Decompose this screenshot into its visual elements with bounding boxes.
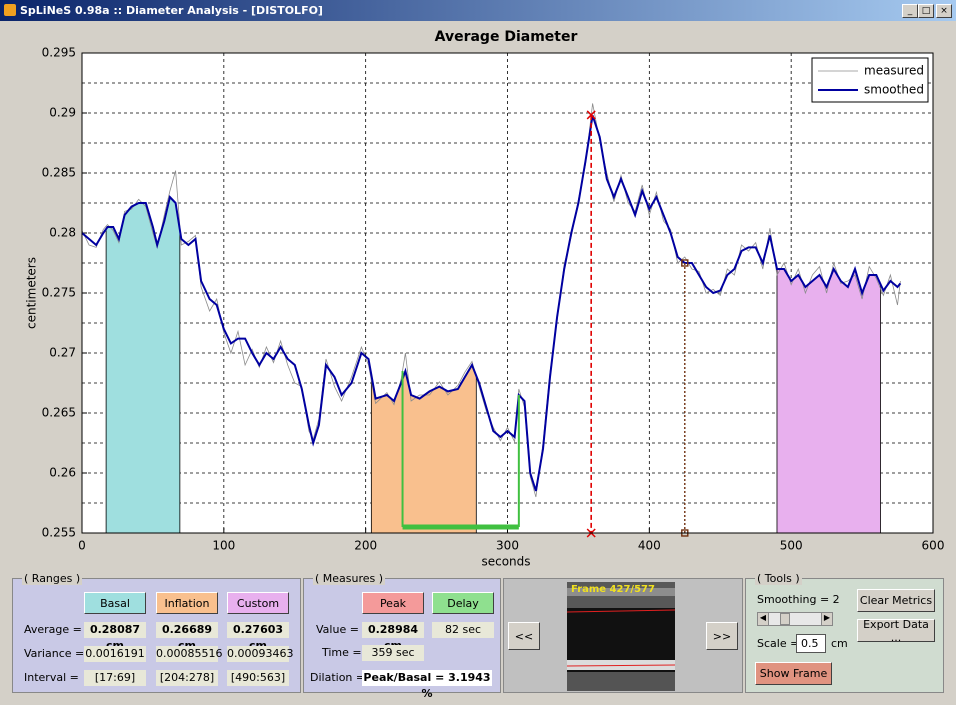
next-button[interactable]: >> (706, 622, 738, 650)
range-button[interactable]: Basal (84, 592, 146, 614)
panel-title: ( Ranges ) (22, 572, 83, 585)
delay-button[interactable]: Delay (432, 592, 494, 614)
frame-label: Frame 427/577 (571, 584, 655, 595)
interval-value: [204:278] (156, 670, 218, 686)
row-label: Average = (24, 623, 82, 636)
prev-button[interactable]: << (508, 622, 540, 650)
chart-title: Average Diameter (435, 29, 578, 45)
smoothing-label: Smoothing = 2 (757, 593, 840, 606)
legend-box (811, 57, 929, 103)
average-value: 0.28087 cm (84, 622, 146, 652)
smoothing-slider[interactable]: ◀ ▶ (757, 612, 833, 626)
x-tick-label: 200 (354, 539, 377, 553)
peak-cross (586, 110, 596, 120)
close-button[interactable]: × (936, 4, 952, 18)
x-tick-label: 100 (212, 539, 235, 553)
time-value: 359 sec (362, 645, 424, 661)
variance-value: 0.00085516 (156, 646, 223, 662)
series-line (81, 115, 902, 492)
range-button[interactable]: Inflation (156, 592, 218, 614)
legend-label: smoothed (864, 83, 924, 97)
export-data-button[interactable]: Export Data ... (857, 618, 935, 644)
variance-value: 0.0016191 (84, 646, 146, 662)
maximize-button[interactable]: □ (918, 4, 934, 18)
peak-button[interactable]: Peak (362, 592, 424, 614)
range-area (105, 196, 181, 534)
y-tick-label: 0.27 (49, 346, 76, 360)
y-tick-label: 0.295 (42, 46, 76, 60)
y-tick-label: 0.285 (42, 166, 76, 180)
minimize-button[interactable]: _ (902, 4, 918, 18)
delay-value: 82 sec (432, 622, 494, 638)
x-tick-label: 300 (496, 539, 519, 553)
scale-unit: cm (831, 637, 848, 650)
average-value: 0.26689 cm (156, 622, 218, 652)
title-bar: SpLiNeS 0.98a :: Diameter Analysis - [DI… (0, 0, 956, 21)
row-label: Variance = (24, 647, 85, 660)
x-axis-label: seconds (481, 555, 530, 569)
y-axis-label: centimeters (25, 257, 39, 329)
variance-value: 0.00093463 (227, 646, 294, 662)
y-tick-label: 0.28 (49, 226, 76, 240)
y-tick-label: 0.26 (49, 466, 76, 480)
row-label: Interval = (24, 671, 79, 684)
row-label: Dilation = (310, 671, 366, 684)
peak-value: 0.28984 cm (362, 622, 424, 652)
clear-metrics-button[interactable]: Clear Metrics (857, 589, 935, 612)
x-tick-label: 600 (922, 539, 945, 553)
scale-label: Scale = (757, 637, 800, 650)
legend-label: measured (864, 64, 924, 78)
panel-title: ( Tools ) (755, 572, 802, 585)
window-title: SpLiNeS 0.98a :: Diameter Analysis - [DI… (20, 4, 323, 17)
frame-image: Frame 427/577 (567, 582, 675, 691)
average-value: 0.27603 cm (227, 622, 289, 652)
panel-title: ( Measures ) (313, 572, 386, 585)
app-icon (4, 4, 16, 16)
y-tick-label: 0.275 (42, 286, 76, 300)
range-area (776, 267, 881, 534)
row-label: Value = (316, 623, 359, 636)
metric-square (681, 259, 689, 267)
range-button[interactable]: Custom (227, 592, 289, 614)
interval-value: [490:563] (227, 670, 289, 686)
dilation-value: Peak/Basal = 3.1943 % (362, 670, 492, 700)
chart: Average Diameter seconds centimeters 0.2… (25, 29, 945, 569)
x-tick-label: 0 (78, 539, 86, 553)
axes-frame (81, 52, 934, 534)
x-tick-label: 500 (780, 539, 803, 553)
y-tick-label: 0.265 (42, 406, 76, 420)
x-tick-label: 400 (638, 539, 661, 553)
y-tick-label: 0.255 (42, 526, 76, 540)
scale-input[interactable]: 0.5 (796, 634, 826, 653)
row-label: Time = (322, 646, 362, 659)
show-frame-button[interactable]: Show Frame (755, 662, 832, 685)
interval-value: [17:69] (84, 670, 146, 686)
y-tick-label: 0.29 (49, 106, 76, 120)
